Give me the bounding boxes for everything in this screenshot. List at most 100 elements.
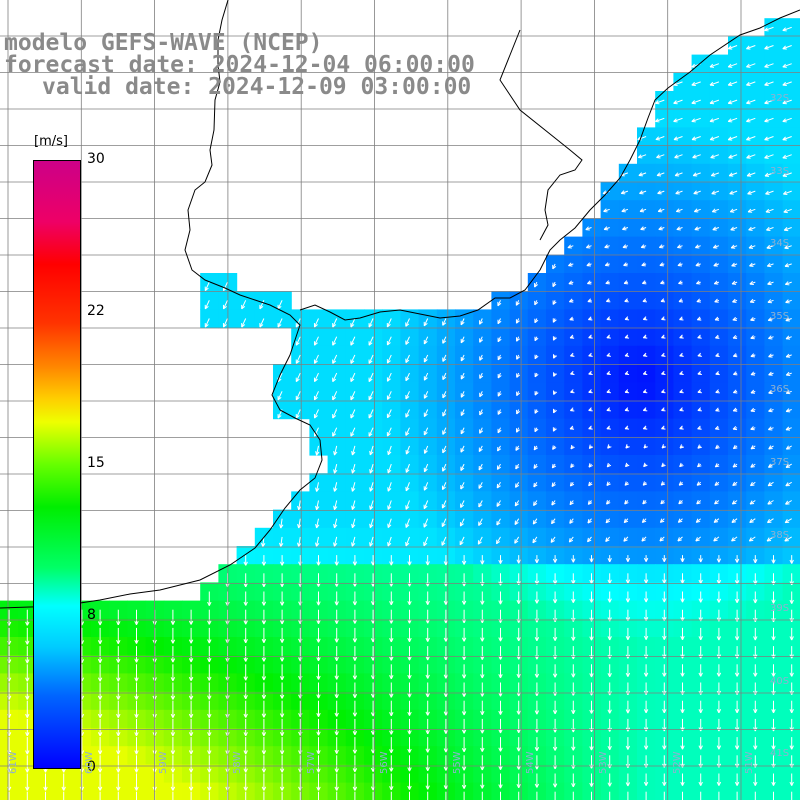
wind-arrow [463,791,465,800]
wind-speed-cell [618,782,638,800]
wind-arrow [333,518,338,529]
wind-arrow [727,45,738,50]
wind-arrow [697,407,702,412]
wind-arrow [586,262,592,267]
wind-arrow [679,352,684,357]
wind-arrow [766,244,774,250]
wind-arrow [552,664,558,678]
wind-speed-cell [691,491,711,511]
wind-arrow [680,627,685,640]
wind-arrow [662,627,667,640]
wind-arrow [713,518,720,523]
wind-arrow [313,336,319,346]
wind-arrow [534,664,540,678]
wind-arrow [478,463,483,471]
wind-speed-cell [637,364,656,383]
wind-arrow [625,773,631,787]
wind-arrow [207,627,212,644]
wind-speed-cell [764,218,784,238]
wind-arrow [97,718,103,737]
colorbar-tick-30: 30 [87,151,105,167]
wind-arrow [748,244,756,249]
wind-arrow [534,737,540,752]
wind-speed-cell [564,236,583,256]
wind-speed-cell [345,782,365,800]
wind-arrow [551,518,556,525]
wind-speed-cell [764,200,784,219]
wind-arrow [222,300,228,310]
wind-speed-cell [673,163,693,183]
wind-arrow [407,664,412,679]
wind-arrow [368,336,374,346]
wind-speed-cell [728,509,747,529]
wind-speed-cell [546,782,565,800]
wind-arrow [732,463,738,468]
wind-arrow [571,773,576,788]
wind-arrow [389,773,394,791]
wind-arrow [766,226,774,231]
wind-arrow [767,500,774,505]
wind-speed-cell [182,782,201,800]
wind-arrow [277,318,283,328]
wind-arrow [571,664,576,678]
wind-arrow [710,154,720,159]
wind-arrow [516,664,521,678]
wind-arrow [678,280,683,285]
wind-speed-cell [382,782,401,800]
wind-arrow [441,536,447,546]
wind-arrow [116,646,121,663]
wind-speed-cell [691,72,711,92]
wind-arrow [766,536,774,542]
wind-arrow [423,409,429,418]
wind-arrow [259,318,265,328]
wind-arrow [243,773,248,791]
wind-arrow [136,791,137,800]
wind-arrow [532,518,538,525]
wind-arrow [281,791,283,800]
wind-arrow [315,536,320,547]
wind-arrow [405,354,410,363]
wind-arrow [625,444,630,449]
wind-speed-cell [746,54,765,74]
wind-arrow [750,481,756,487]
wind-arrow [606,316,611,321]
wind-arrow [279,518,284,529]
wind-arrow [773,791,774,800]
wind-arrow [621,208,629,213]
wind-speed-cell [673,72,693,92]
wind-arrow [497,391,502,397]
wind-arrow [622,226,629,231]
wind-arrow [498,755,503,770]
wind-speed-cell [673,473,693,492]
wind-arrow [698,737,703,750]
wind-speed-cell [728,200,747,219]
wind-arrow [368,318,374,328]
wind-arrow [624,425,630,430]
wind-arrow [425,664,430,679]
wind-arrow [461,755,467,771]
wind-speed-cell [673,509,693,529]
wind-arrow [552,318,557,323]
wind-arrow [662,591,667,603]
wind-arrow [642,352,648,357]
wind-arrow [518,791,520,800]
wind-arrow [207,664,212,681]
wind-arrow [656,172,665,177]
lon-label: 54W [525,751,536,774]
wind-arrow [764,45,774,50]
wind-arrow [316,646,321,662]
wind-arrow [425,737,430,753]
wind-arrow [746,45,756,50]
wind-arrow [551,500,556,506]
wind-arrow [712,244,720,249]
wind-arrow [334,718,339,736]
wind-arrow [442,445,447,454]
wind-arrow [676,226,683,231]
wind-arrow [677,244,683,249]
wind-speed-cell [637,254,656,274]
wind-arrow [623,518,629,524]
wind-speed-cell [728,527,747,547]
wind-speed-cell [746,145,765,165]
wind-arrow [662,773,667,786]
wind-arrow [496,518,501,526]
